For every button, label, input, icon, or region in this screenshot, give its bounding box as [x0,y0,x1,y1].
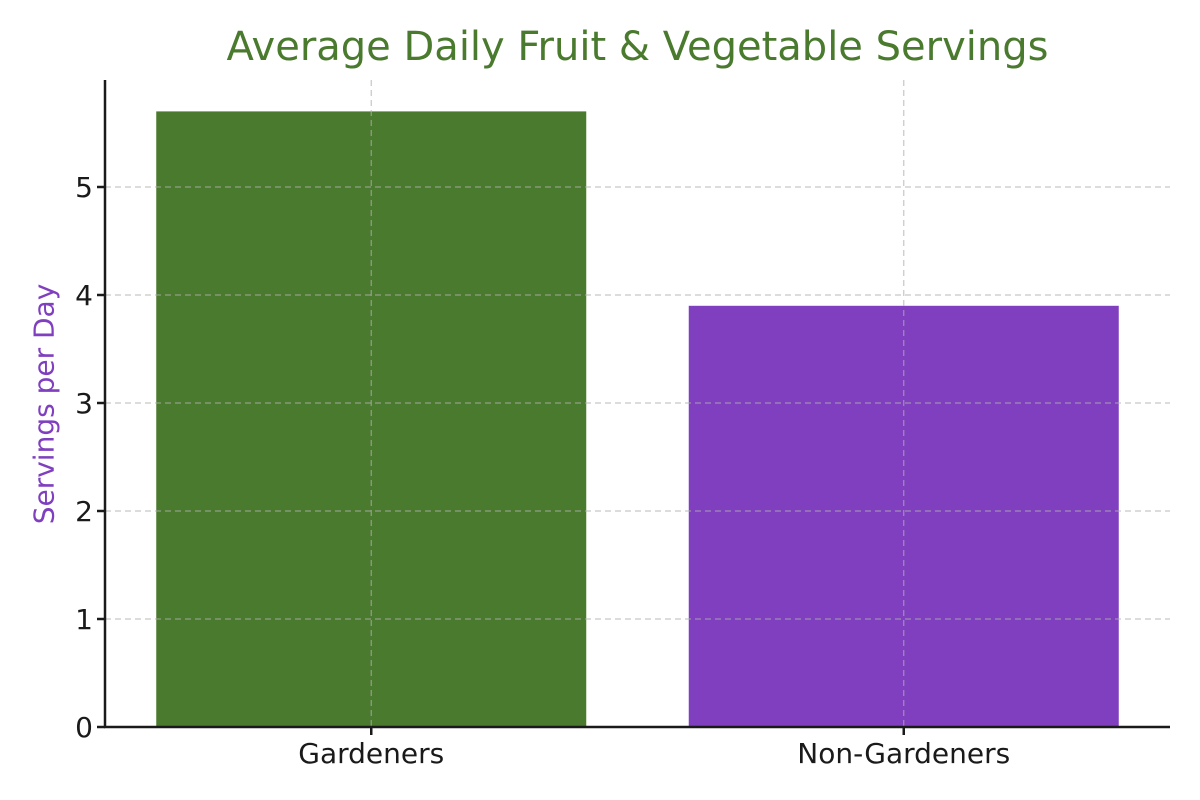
x-tick-label: Gardeners [298,737,444,770]
x-tick-label: Non-Gardeners [797,737,1010,770]
bar-non-gardeners [688,305,1119,727]
y-tick-label: 0 [75,711,93,744]
y-tick-label: 2 [75,495,93,528]
y-tick-label: 4 [75,279,93,312]
y-tick-label: 5 [75,171,93,204]
y-tick-label: 3 [75,387,93,420]
chart-title: Average Daily Fruit & Vegetable Servings [226,24,1049,70]
y-tick-label: 1 [75,603,93,636]
